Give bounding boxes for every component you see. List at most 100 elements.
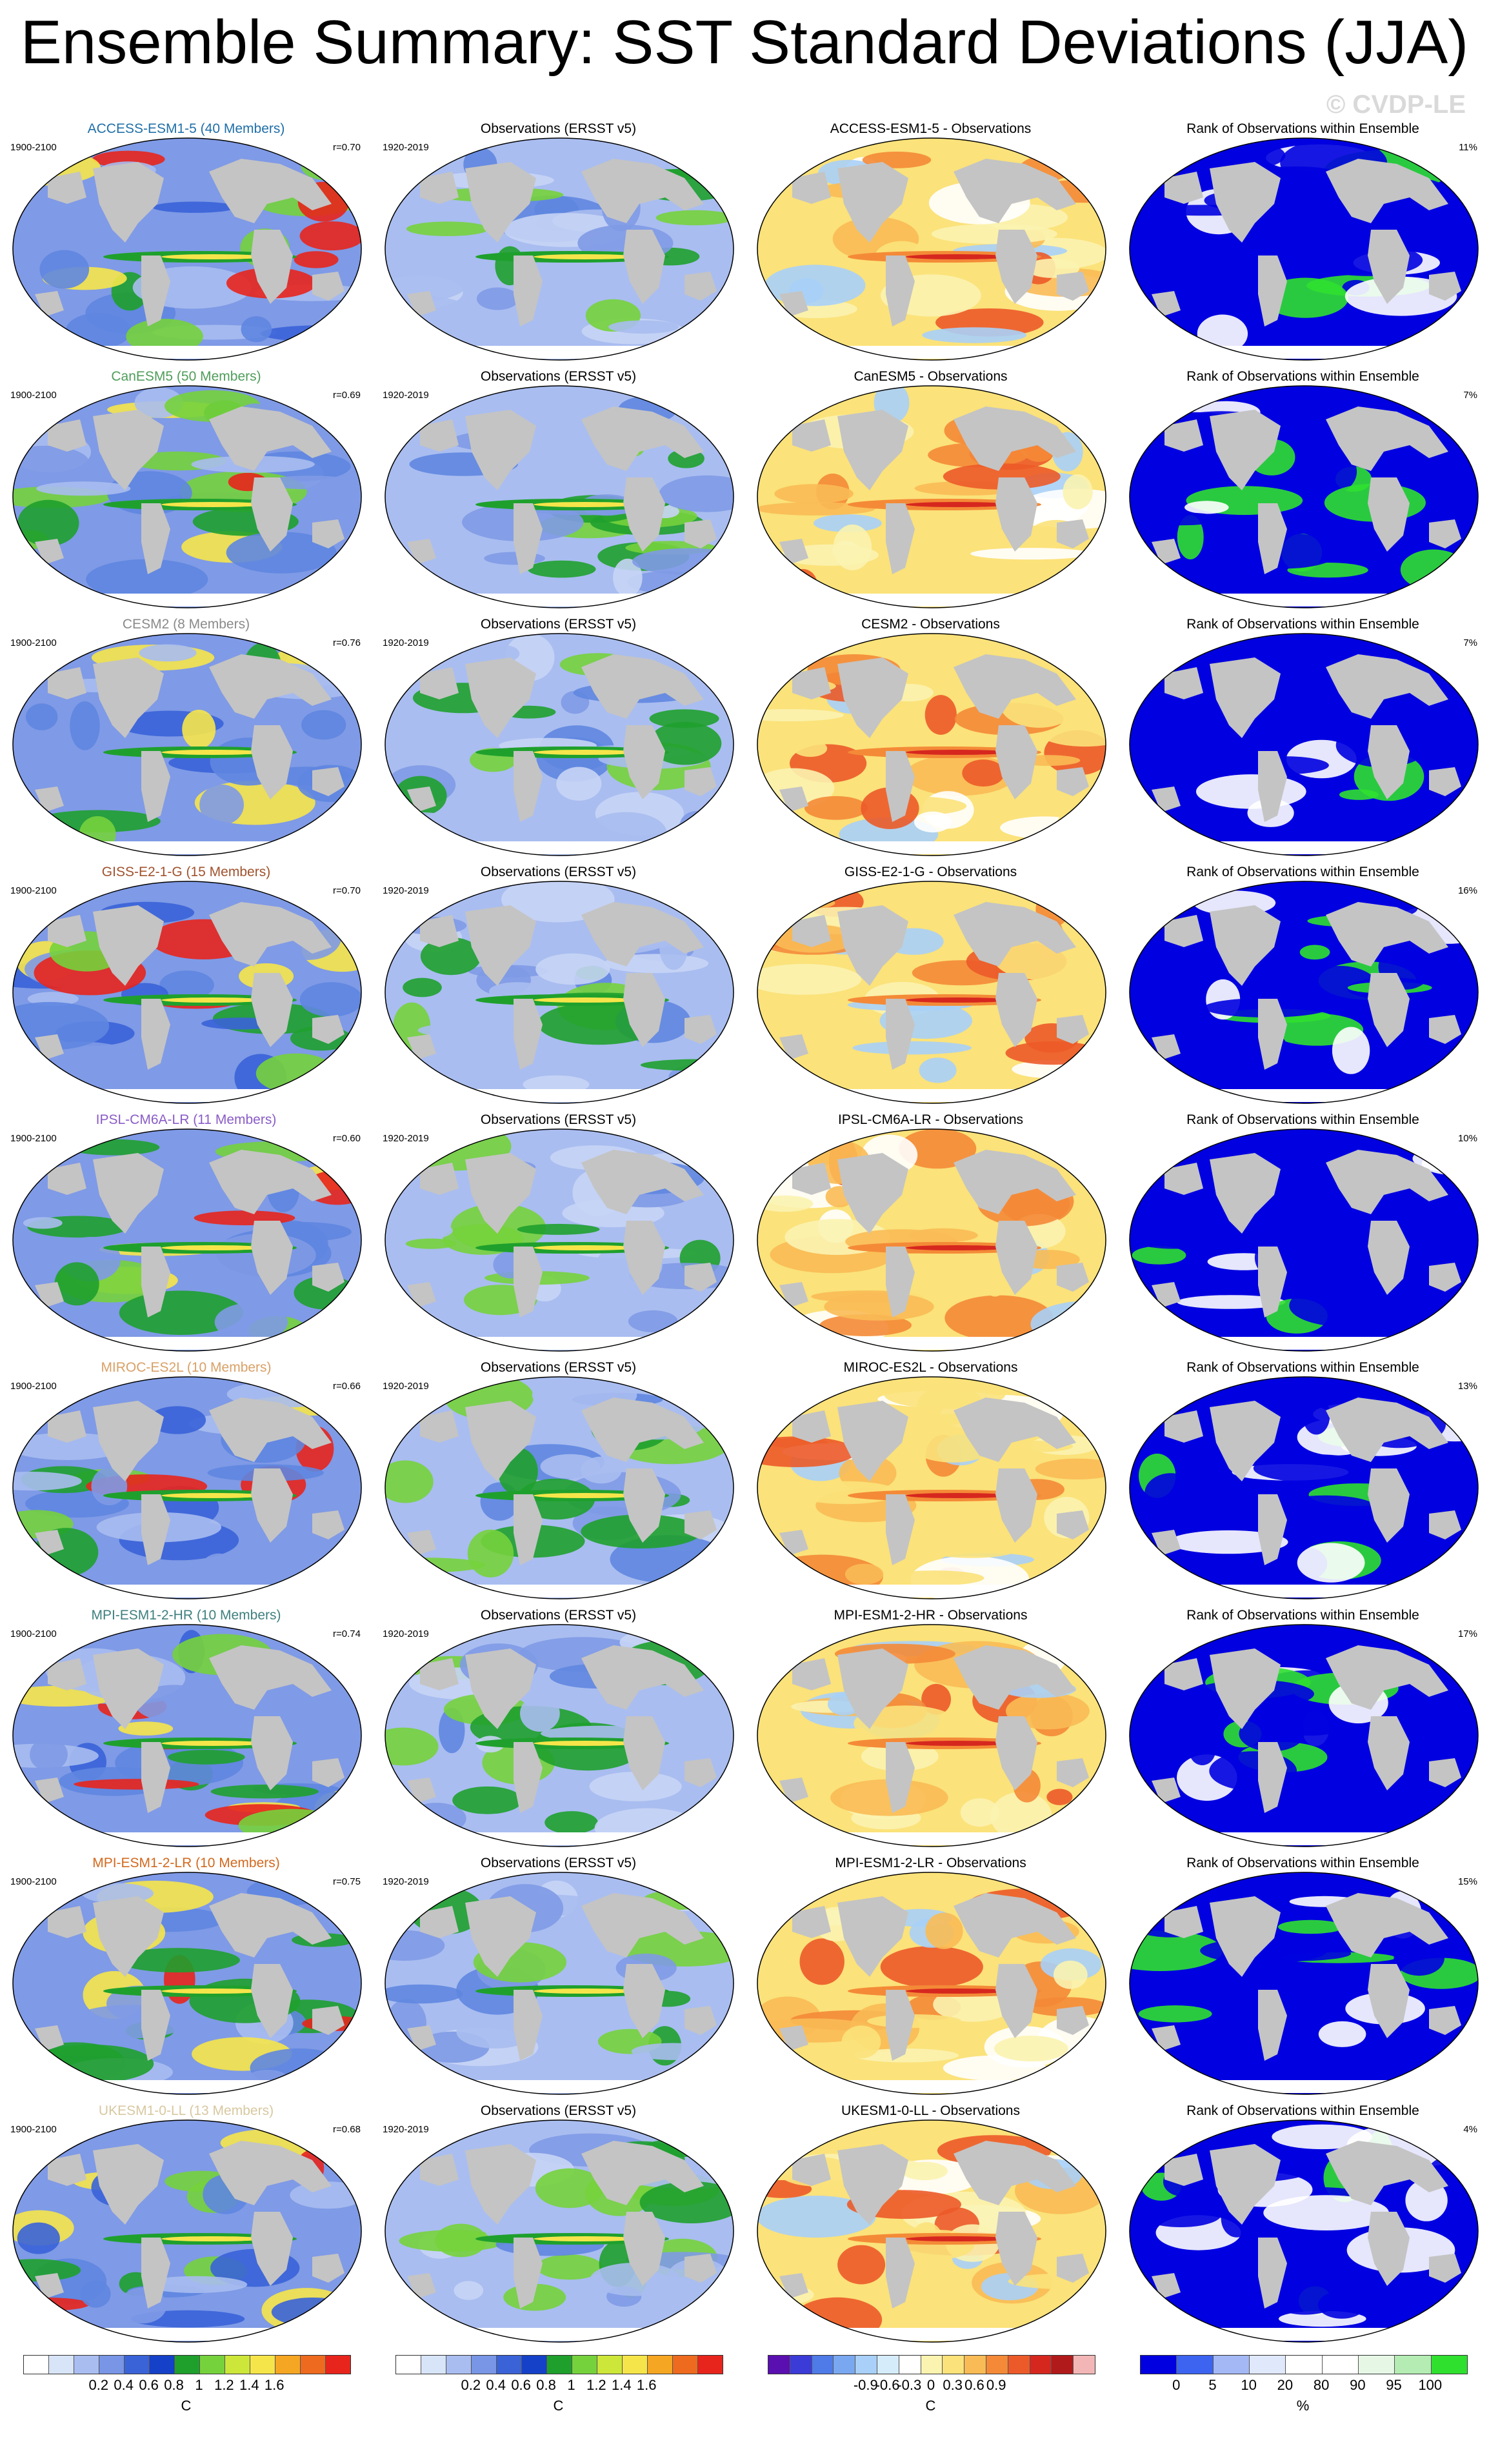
years-label: 1920-2019 (383, 390, 429, 401)
difference-panel: CanESM5 - Observations (744, 364, 1117, 617)
watermark: © CVDP-LE (1326, 90, 1466, 119)
colorbar-swatch (964, 2356, 986, 2374)
colorbar-swatch (1052, 2356, 1074, 2374)
colorbar-tick-label: 1.6 (264, 2377, 285, 2393)
panel-row: MIROC-ES2L (10 Members) 1900-2100 r=0.66 O… (0, 1355, 1489, 1608)
rank-percentage: 7% (1463, 637, 1477, 648)
rank-panel: Rank of Observations within Ensemble 10% (1117, 1107, 1489, 1360)
model-panel: GISS-E2-1-G (15 Members) 1900-2100 r=0.70 (0, 859, 372, 1112)
colorbar-swatch (522, 2356, 547, 2374)
years-label: 1920-2019 (383, 1133, 429, 1144)
colorbar-swatches (768, 2355, 1095, 2374)
colorbar-swatch (1358, 2356, 1395, 2374)
panel-row: CESM2 (8 Members) 1900-2100 r=0.76 Observa… (0, 612, 1489, 865)
panel-title: CanESM5 - Observations (854, 369, 1008, 384)
model-map (9, 628, 365, 861)
colorbar-swatch (1030, 2356, 1052, 2374)
colorbar-ticks: -0.9 -0.6 -0.3 0 0.3 0.6 0.9 (768, 2377, 1094, 2396)
model-map (9, 1867, 365, 2099)
colorbar-swatch (446, 2356, 472, 2374)
panel-row: CanESM5 (50 Members) 1900-2100 r=0.69 Obse… (0, 364, 1489, 617)
panel-title: Observations (ERSST v5) (480, 121, 637, 136)
panel-title: MPI-ESM1-2-LR (10 Members) (92, 1856, 280, 1870)
panel-title: MPI-ESM1-2-HR (10 Members) (91, 1608, 281, 1623)
panel-title: UKESM1-0-LL - Observations (841, 2103, 1020, 2118)
colorbar-tick-label: 90 (1350, 2377, 1366, 2393)
colorbar-tick-label: 1.2 (214, 2377, 234, 2393)
rank-panel: Rank of Observations within Ensemble 4% (1117, 2098, 1489, 2351)
colorbar: -0.9 -0.6 -0.3 0 0.3 0.6 0.9 C (744, 2346, 1117, 2462)
colorbar-swatch (24, 2356, 49, 2374)
diff-map (754, 876, 1110, 1108)
model-panel: MIROC-ES2L (10 Members) 1900-2100 r=0.66 (0, 1355, 372, 1608)
colorbar-ticks: 0 5 10 20 80 90 95 100 (1140, 2377, 1466, 2396)
colorbar-tick-label: 0.2 (461, 2377, 481, 2393)
difference-panel: IPSL-CM6A-LR - Observations (744, 1107, 1117, 1360)
colorbar-swatch (99, 2356, 125, 2374)
colorbar-swatches (23, 2355, 351, 2374)
panel-title: Rank of Observations within Ensemble (1186, 1608, 1419, 1623)
rank-percentage: 15% (1457, 1876, 1477, 1887)
panel-row: UKESM1-0-LL (13 Members) 1900-2100 r=0.68 … (0, 2098, 1489, 2351)
observations-panel: Observations (ERSST v5) 1920-2019 (372, 1850, 744, 2103)
panel-row: MPI-ESM1-2-HR (10 Members) 1900-2100 r=0.7… (0, 1603, 1489, 1856)
colorbar-swatch (623, 2356, 648, 2374)
colorbar-tick-label: 0.2 (88, 2377, 109, 2393)
colorbar-tick-label: 0.8 (536, 2377, 556, 2393)
panel-title: Observations (ERSST v5) (480, 1856, 637, 1870)
colorbar-swatch (1177, 2356, 1214, 2374)
years-label: 1900-2100 (10, 2124, 57, 2135)
colorbar-swatch (572, 2356, 597, 2374)
colorbar-swatch (1286, 2356, 1323, 2374)
panel-title: Rank of Observations within Ensemble (1186, 865, 1419, 879)
colorbar-tick-label: 100 (1418, 2377, 1443, 2393)
pattern-correlation: r=0.75 (333, 1876, 361, 1887)
colorbar-unit: % (1296, 2398, 1310, 2414)
diff-map (754, 1372, 1110, 1604)
colorbar-swatch (812, 2356, 834, 2374)
colorbar-swatch (421, 2356, 446, 2374)
colorbar-tick-label: 95 (1386, 2377, 1402, 2393)
colorbar-swatch (673, 2356, 698, 2374)
colorbars: 0.2 0.4 0.6 0.8 1 1.2 1.4 1.6 C 0.2 0.4 0.6 0.8 1 1.2 1… (0, 2346, 1489, 2462)
model-panel: ACCESS-ESM1-5 (40 Members) 1900-2100 r=0.7… (0, 116, 372, 369)
colorbar-swatch (1213, 2356, 1250, 2374)
colorbar-tick-label: -0.9 (853, 2377, 878, 2393)
panel-row: MPI-ESM1-2-LR (10 Members) 1900-2100 r=0.7… (0, 1850, 1489, 2103)
panel-title: GISS-E2-1-G - Observations (844, 865, 1017, 879)
rank-panel: Rank of Observations within Ensemble 7% (1117, 364, 1489, 617)
colorbar-tick-label: 0 (1172, 2377, 1181, 2393)
colorbar-swatch (597, 2356, 623, 2374)
rank-percentage: 11% (1459, 142, 1477, 153)
colorbar-swatch (648, 2356, 673, 2374)
colorbar-swatch (1249, 2356, 1286, 2374)
panel-title: CESM2 (8 Members) (122, 617, 250, 632)
colorbar-tick-label: 0.8 (164, 2377, 184, 2393)
colorbar-swatch (396, 2356, 421, 2374)
pattern-correlation: r=0.76 (333, 637, 361, 648)
colorbar-tick-label: 0.6 (964, 2377, 984, 2393)
obs-map (381, 876, 737, 1108)
rank-map (1126, 1124, 1482, 1356)
colorbar-unit: C (181, 2398, 192, 2414)
model-map (9, 133, 365, 365)
map-grid: ACCESS-ESM1-5 (40 Members) 1900-2100 r=0.7… (0, 116, 1489, 2343)
diff-map (754, 1124, 1110, 1356)
colorbar-ticks: 0.2 0.4 0.6 0.8 1 1.2 1.4 1.6 (23, 2377, 350, 2396)
diff-map (754, 1867, 1110, 2099)
difference-panel: MPI-ESM1-2-HR - Observations (744, 1603, 1117, 1856)
colorbar-tick-label: -0.3 (897, 2377, 922, 2393)
rank-map (1126, 876, 1482, 1108)
pattern-correlation: r=0.68 (333, 2124, 361, 2135)
observations-panel: Observations (ERSST v5) 1920-2019 (372, 1107, 744, 1360)
colorbar-swatch (698, 2356, 723, 2374)
rank-panel: Rank of Observations within Ensemble 11% (1117, 116, 1489, 369)
colorbar-swatch (74, 2356, 99, 2374)
model-map (9, 876, 365, 1108)
colorbar-swatches (395, 2355, 723, 2374)
observations-panel: Observations (ERSST v5) 1920-2019 (372, 2098, 744, 2351)
diff-map (754, 628, 1110, 861)
years-label: 1920-2019 (383, 1381, 429, 1392)
colorbar-swatch (49, 2356, 74, 2374)
rank-map (1126, 2115, 1482, 2347)
